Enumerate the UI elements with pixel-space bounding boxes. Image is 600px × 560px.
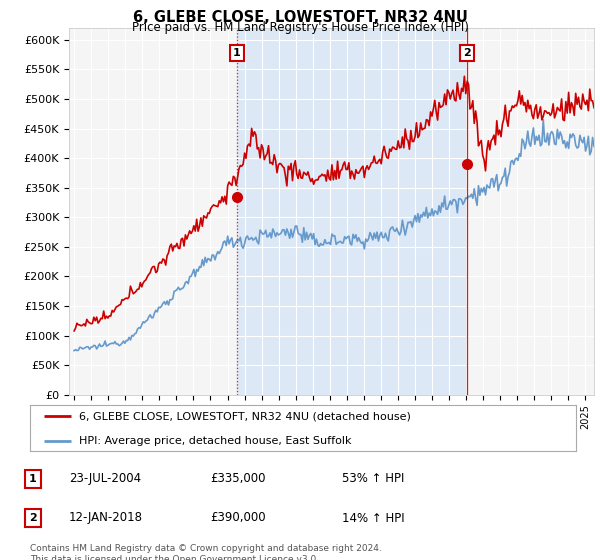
- Text: 14% ↑ HPI: 14% ↑ HPI: [342, 511, 404, 525]
- Text: 1: 1: [233, 48, 241, 58]
- Text: 6, GLEBE CLOSE, LOWESTOFT, NR32 4NU (detached house): 6, GLEBE CLOSE, LOWESTOFT, NR32 4NU (det…: [79, 412, 411, 421]
- Text: 53% ↑ HPI: 53% ↑ HPI: [342, 472, 404, 486]
- Text: Price paid vs. HM Land Registry's House Price Index (HPI): Price paid vs. HM Land Registry's House …: [131, 21, 469, 34]
- Bar: [237, 28, 467, 395]
- Text: 23-JUL-2004: 23-JUL-2004: [69, 472, 141, 486]
- Text: HPI: Average price, detached house, East Suffolk: HPI: Average price, detached house, East…: [79, 436, 352, 446]
- Text: 6, GLEBE CLOSE, LOWESTOFT, NR32 4NU: 6, GLEBE CLOSE, LOWESTOFT, NR32 4NU: [133, 10, 467, 25]
- Text: £390,000: £390,000: [210, 511, 266, 525]
- Text: 2: 2: [29, 513, 37, 523]
- Text: 2: 2: [463, 48, 471, 58]
- Text: 1: 1: [29, 474, 37, 484]
- Text: Contains HM Land Registry data © Crown copyright and database right 2024.
This d: Contains HM Land Registry data © Crown c…: [30, 544, 382, 560]
- Text: £335,000: £335,000: [210, 472, 265, 486]
- Text: 12-JAN-2018: 12-JAN-2018: [69, 511, 143, 525]
